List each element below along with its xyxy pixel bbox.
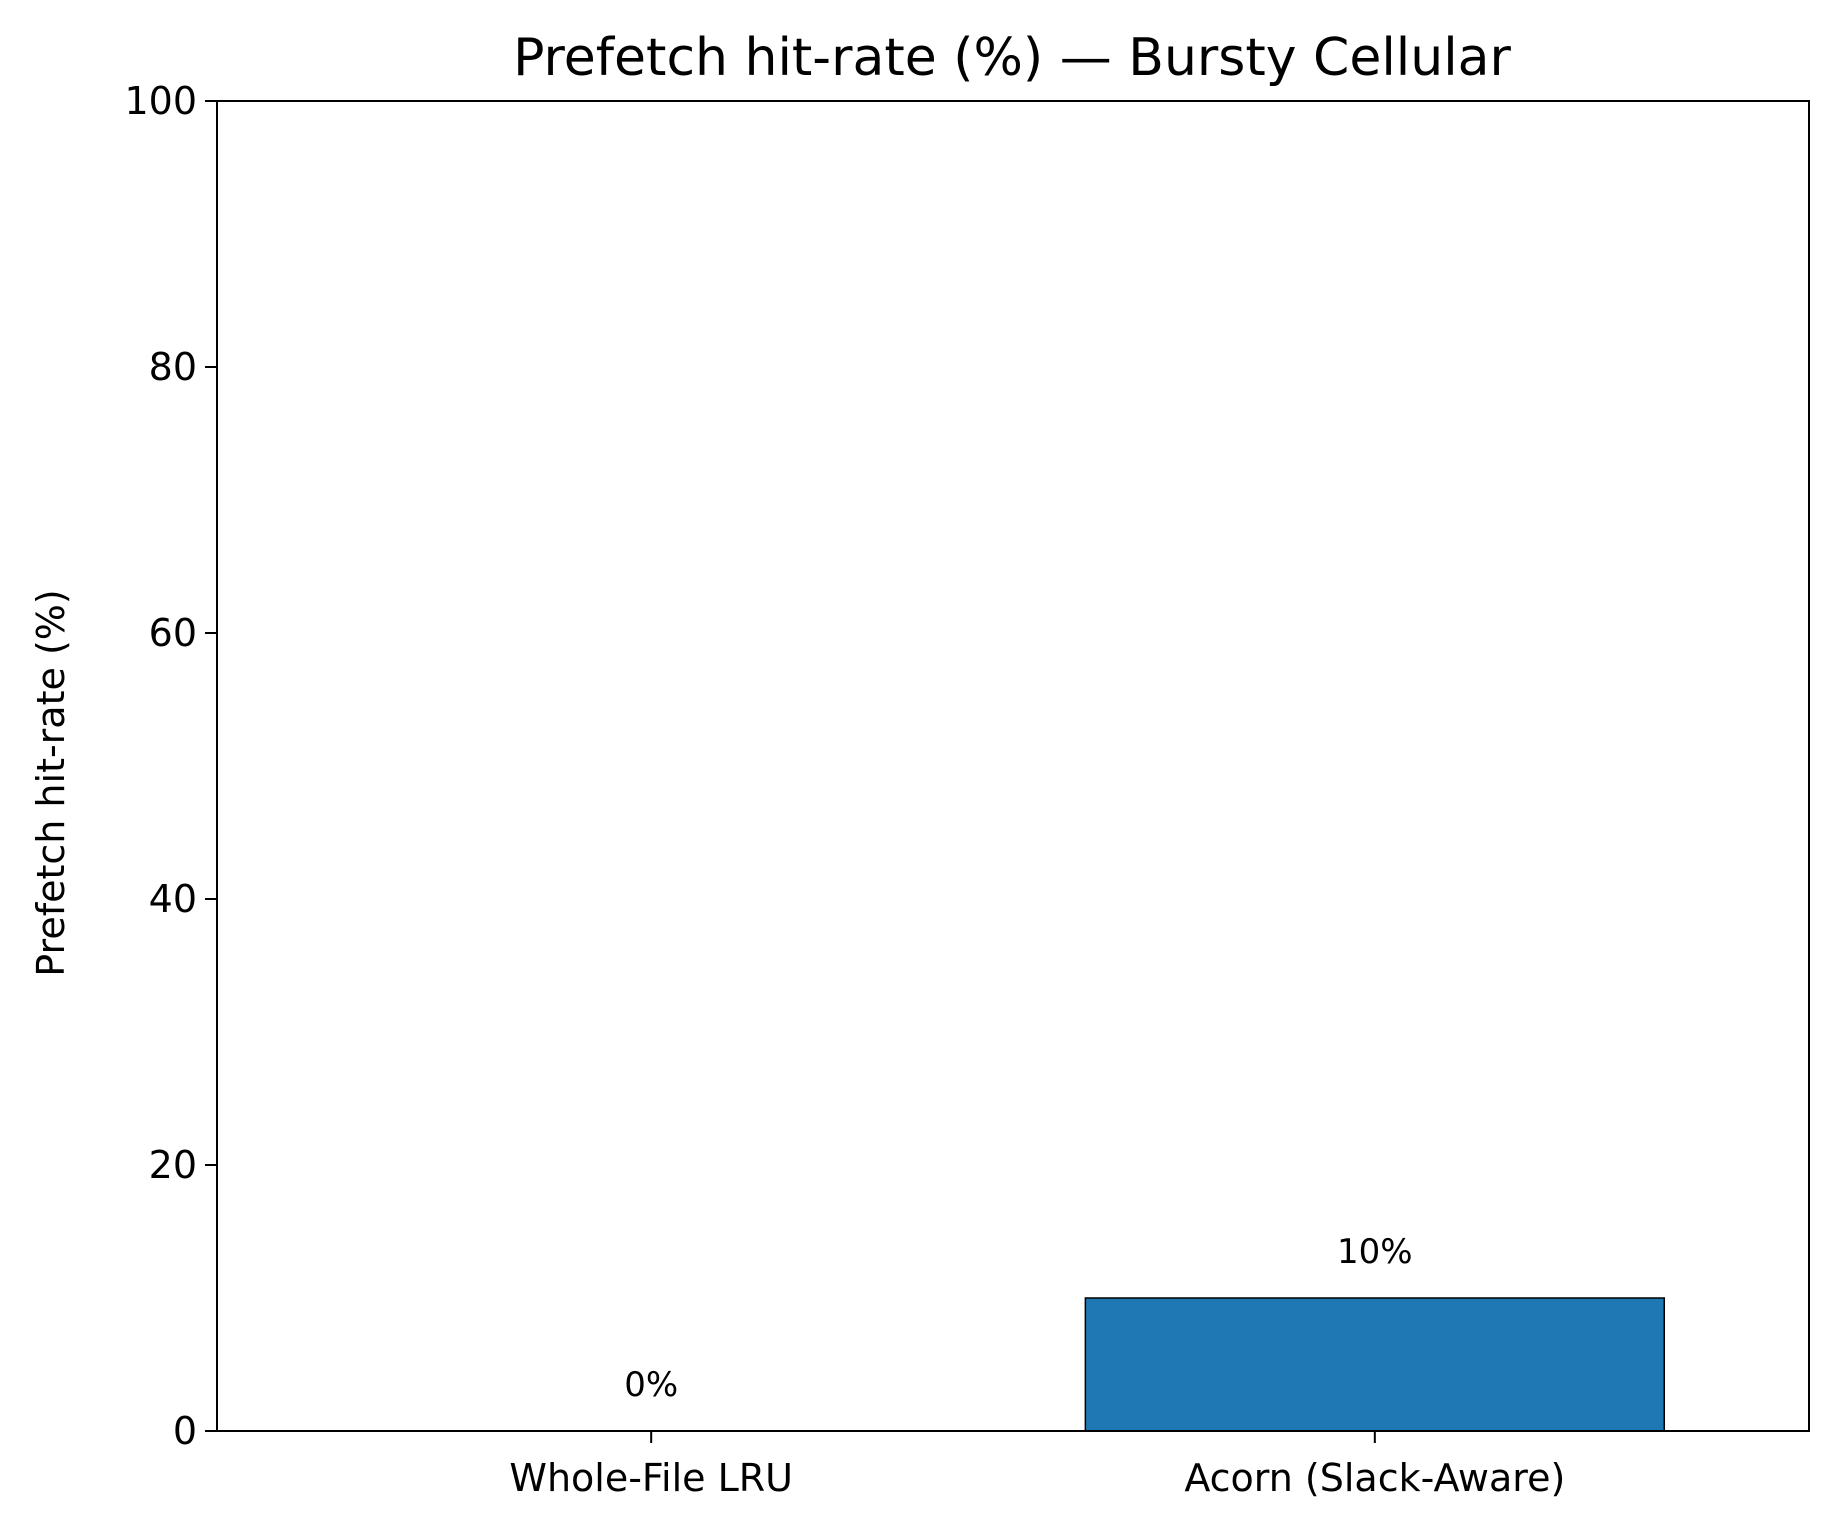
- y-tick-label: 100: [124, 79, 197, 123]
- y-tick-label: 0: [173, 1409, 197, 1453]
- y-axis-label: Prefetch hit-rate (%): [29, 589, 73, 976]
- y-tick-label: 20: [149, 1143, 197, 1187]
- bar-value-label: 10%: [1337, 1232, 1413, 1272]
- bar-data-labels: 0% 10%: [624, 1232, 1412, 1405]
- bars: [1084, 1297, 1666, 1432]
- chart-title: Prefetch hit-rate (%) — Bursty Cellular: [513, 28, 1511, 88]
- bar: [1084, 1297, 1666, 1432]
- x-tick-label: Acorn (Slack-Aware): [1184, 1456, 1565, 1500]
- y-axis-ticks: 0 20 40 60 80 100: [124, 79, 217, 1453]
- y-tick-label: 60: [149, 611, 197, 655]
- plot-frame: [216, 100, 1810, 1432]
- x-axis-ticks: Whole-File LRU Acorn (Slack-Aware): [509, 1431, 1565, 1500]
- bar-value-label: 0%: [624, 1365, 678, 1405]
- y-tick-label: 40: [149, 877, 197, 921]
- x-tick-label: Whole-File LRU: [509, 1456, 793, 1500]
- y-tick-label: 80: [149, 345, 197, 389]
